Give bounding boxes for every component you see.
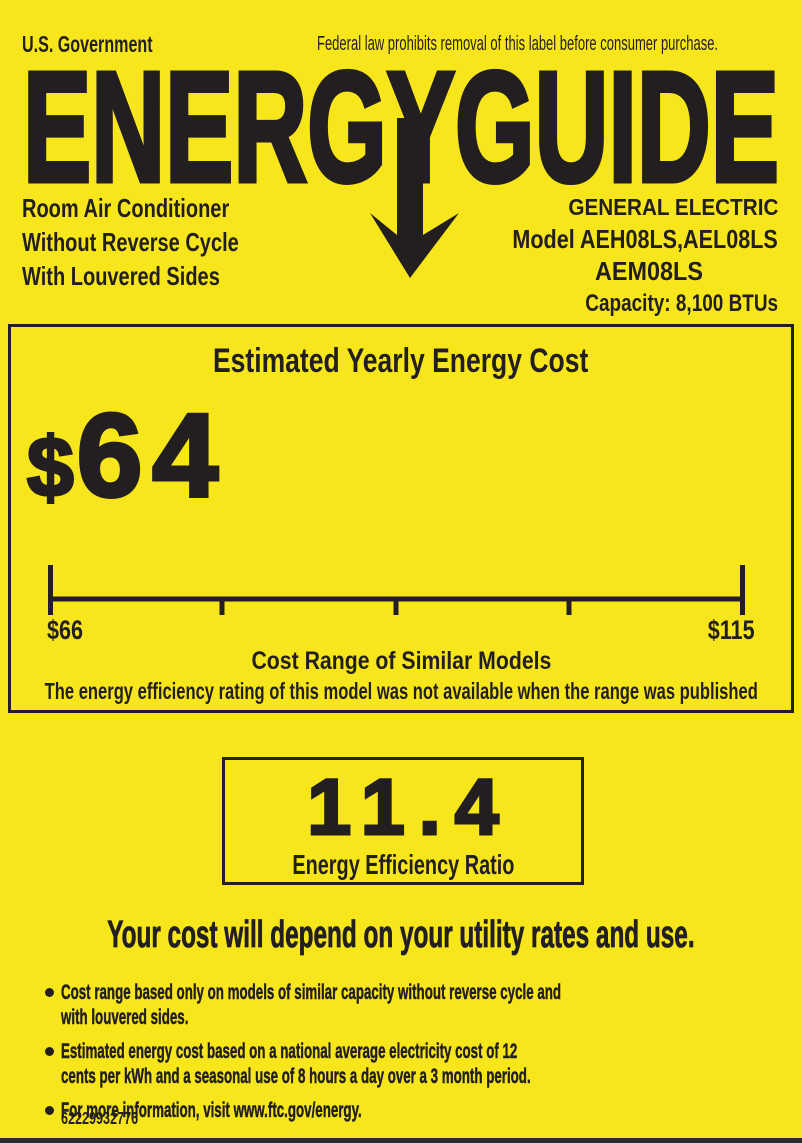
bullet-line: with louvered sides. xyxy=(61,1005,189,1030)
cost-box-title-row: Estimated Yearly Energy Cost xyxy=(11,341,791,381)
capacity-text: Capacity: 8,100 BTUs xyxy=(585,290,778,318)
model-numbers-line1: Model AEH08LS,AEL08LS xyxy=(512,224,778,255)
bottom-edge-bar xyxy=(0,1138,802,1143)
range-max-label: $115 xyxy=(708,615,755,645)
product-type-line: Room Air Conditioner xyxy=(22,193,230,223)
bullet-item: For more information, visit www.ftc.gov/… xyxy=(45,1098,802,1123)
bullet-dot-icon xyxy=(45,1106,54,1115)
currency-symbol: $ xyxy=(26,420,76,514)
cost-range-scale xyxy=(48,565,745,615)
agency-text: U.S. Government xyxy=(22,31,153,57)
product-type-line: Without Reverse Cycle xyxy=(22,227,239,257)
bullet-item: Estimated energy cost based on a nationa… xyxy=(45,1039,802,1089)
energyguide-logo: ENERGYGUIDE xyxy=(21,63,782,278)
eer-box: 11.4 Energy Efficiency Ratio xyxy=(222,757,584,885)
bullet-item: Cost range based only on models of simil… xyxy=(45,980,802,1030)
scale-mid-tick xyxy=(566,599,572,615)
product-type: Room Air Conditioner Without Reverse Cyc… xyxy=(22,191,304,293)
bullet-line: cents per kWh and a seasonal use of 8 ho… xyxy=(61,1064,531,1089)
bullet-dot-icon xyxy=(45,988,54,997)
scale-mid-tick xyxy=(393,599,399,615)
bullet-dot-icon xyxy=(45,1047,54,1056)
range-caption-row: Cost Range of Similar Models xyxy=(11,647,791,677)
headline-row: Your cost will depend on your utility ra… xyxy=(0,913,802,958)
manufacturer-name: GENERAL ELECTRIC xyxy=(567,194,778,220)
headline: Your cost will depend on your utility ra… xyxy=(107,914,695,957)
federal-notice: Federal law prohibits removal of this la… xyxy=(317,33,719,55)
bullet-line: For more information, visit www.ftc.gov/… xyxy=(61,1098,362,1123)
label-code: 62229932776 xyxy=(61,1108,139,1128)
scale-mid-tick xyxy=(219,599,225,615)
product-type-line: With Louvered Sides xyxy=(22,261,220,291)
bullet-list: Cost range based only on models of simil… xyxy=(45,980,802,1132)
down-arrow-icon xyxy=(370,118,459,278)
range-min-label: $66 xyxy=(47,615,84,645)
eer-value: 11.4 xyxy=(306,762,513,851)
range-caption: Cost Range of Similar Models xyxy=(251,647,551,675)
scale-end-tick-left xyxy=(48,565,53,615)
scale-end-tick-right xyxy=(740,565,745,615)
bullet-line: Estimated energy cost based on a nationa… xyxy=(61,1039,518,1064)
estimated-cost: $ 64 xyxy=(26,390,228,522)
bullet-line: Cost range based only on models of simil… xyxy=(61,980,562,1005)
range-note-row: The energy efficiency rating of this mod… xyxy=(11,678,791,705)
cost-box: Estimated Yearly Energy Cost $ 64 $66 $1… xyxy=(8,324,794,713)
range-note: The energy efficiency rating of this mod… xyxy=(44,678,758,704)
model-numbers-line2: AEM08LS xyxy=(595,255,703,286)
cost-value: 64 xyxy=(75,390,228,522)
eer-label: Energy Efficiency Ratio xyxy=(291,849,515,880)
product-identity: GENERAL ELECTRIC Model AEH08LS,AEL08LS A… xyxy=(458,194,778,319)
cost-box-title: Estimated Yearly Energy Cost xyxy=(213,342,589,380)
